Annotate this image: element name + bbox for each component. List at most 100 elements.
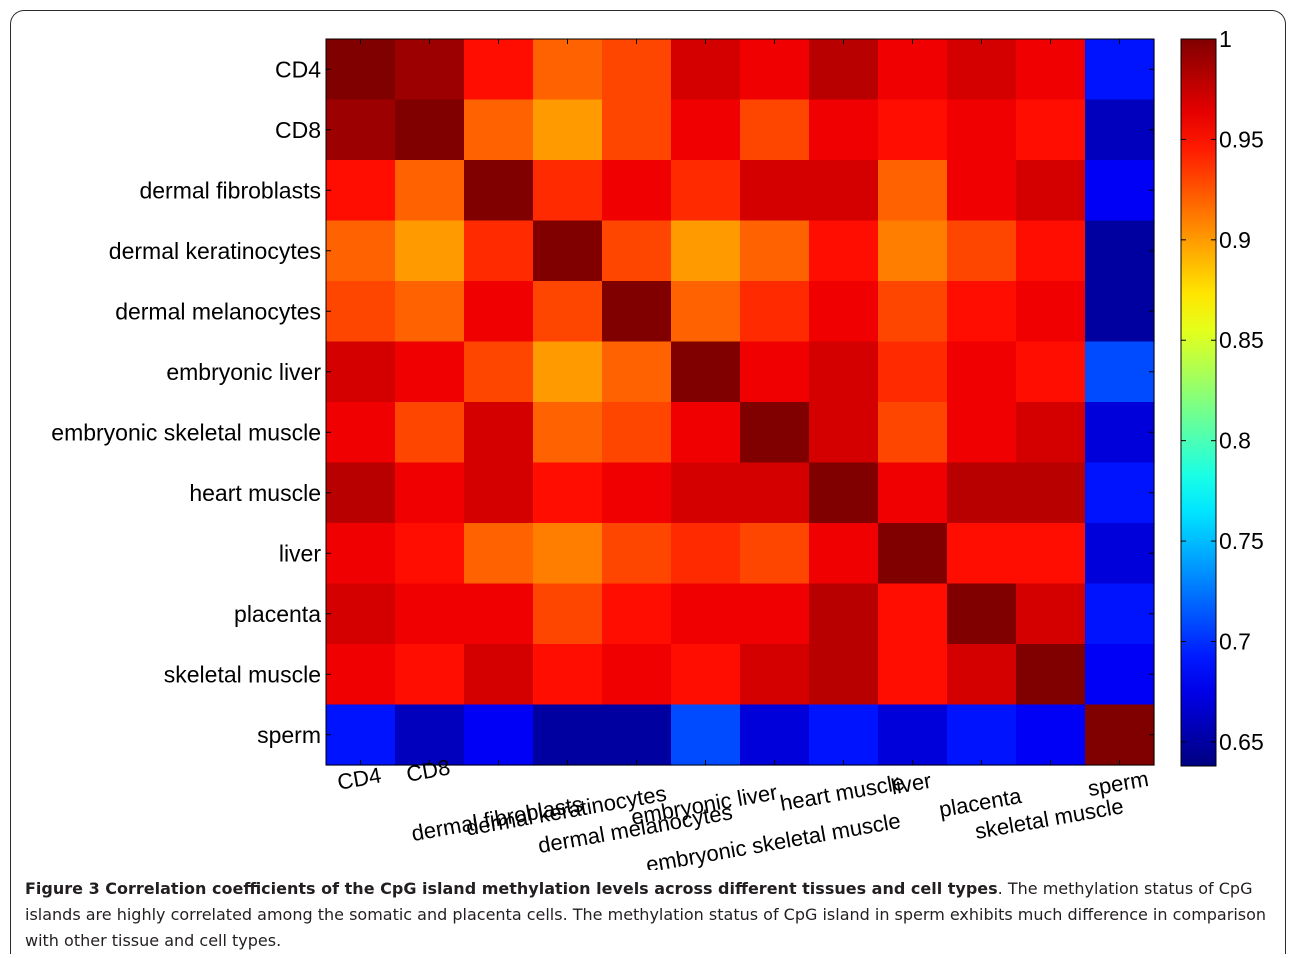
colorbar-tick-label: 0.85 [1219,327,1264,353]
heatmap-cell [947,704,1017,766]
heatmap-cell [464,160,534,222]
heatmap-cell [878,583,948,645]
heatmap-cell [464,402,534,464]
heatmap-cell [878,523,948,585]
heatmap-cell [602,523,672,585]
row-label: dermal keratinocytes [109,238,321,264]
heatmap-cell [809,220,879,282]
heatmap-cell [326,402,396,464]
heatmap-cell [533,160,603,222]
heatmap-cell [947,281,1017,343]
heatmap-cell [947,160,1017,222]
heatmap-cell [1016,39,1086,101]
heatmap-cell [326,99,396,161]
heatmap-cell [1016,341,1086,403]
heatmap-cell [1016,462,1086,524]
row-labels: CD4 CD8 dermal fibroblasts dermal keratinoc… [51,56,321,748]
heatmap-cell [740,644,810,706]
heatmap-cell [671,160,741,222]
heatmap-cell [809,523,879,585]
plot-border [325,38,1155,766]
colorbar-ticks: 1 0.95 0.9 0.85 0.8 0.75 0.7 0.65 [1181,26,1264,755]
heatmap-cell [1016,402,1086,464]
heatmap-cell [740,39,810,101]
heatmap-cell [602,583,672,645]
heatmap-cell [1016,281,1086,343]
heatmap-cell [809,281,879,343]
heatmap-cell [947,583,1017,645]
colorbar-tick-label: 0.9 [1219,227,1251,253]
row-label: placenta [234,601,321,627]
colorbar-tick-label: 0.95 [1219,126,1264,152]
heatmap-cell [878,704,948,766]
row-label: embryonic liver [166,359,321,385]
heatmap-cell [1085,281,1155,343]
heatmap-cell [671,341,741,403]
heatmap-cell [395,160,465,222]
heatmap-cell [809,160,879,222]
figure-frame [10,10,1286,954]
heatmap-cell [602,462,672,524]
heatmap-cell [878,99,948,161]
heatmap-cell [326,341,396,403]
heatmap-cell [671,462,741,524]
heatmap-cell [326,644,396,706]
row-label: heart muscle [189,480,321,506]
heatmap-cell [671,583,741,645]
heatmap-cell [671,39,741,101]
heatmap-cell [740,99,810,161]
heatmap-cell [878,39,948,101]
heatmap-cell [947,99,1017,161]
caption-text: . The methylation status of CpG islands … [25,879,1267,950]
heatmap-cell [1085,99,1155,161]
heatmap-cell [602,644,672,706]
heatmap-cell [1085,160,1155,222]
heatmap-cell [533,523,603,585]
heatmap-cell [395,402,465,464]
heatmap-cell [740,583,810,645]
heatmap-cell [326,220,396,282]
heatmap-cell [602,220,672,282]
row-label: CD8 [275,117,321,143]
heatmap-chart: CD4 CD8 dermal fibroblasts dermal keratinoc… [51,26,1264,870]
heatmap-cell [740,523,810,585]
heatmap-cell [464,462,534,524]
heatmap-cell [395,341,465,403]
heatmap-cell [740,704,810,766]
heatmap-cell [671,523,741,585]
heatmap-cell [947,462,1017,524]
column-label: sperm [1086,766,1151,801]
heatmap-cell [395,462,465,524]
colorbar-tick-label: 1 [1219,26,1232,52]
figure-caption: Figure 3 Correlation coefficients of the… [25,876,1280,954]
heatmap-cell [1085,704,1155,766]
heatmap-cell [878,462,948,524]
heatmap-cell [1085,402,1155,464]
row-label: dermal melanocytes [115,298,321,324]
heatmap-cell [326,704,396,766]
heatmap-cell [326,160,396,222]
heatmap-cell [395,99,465,161]
heatmap-cell [395,523,465,585]
heatmap-cell [740,281,810,343]
heatmap-cell [1085,523,1155,585]
heatmap-cell [1016,644,1086,706]
heatmap-cell [326,462,396,524]
heatmap-cell [1016,704,1086,766]
heatmap-cell [326,281,396,343]
row-label: sperm [257,722,321,748]
heatmap-cell [395,220,465,282]
heatmap-cell [671,281,741,343]
heatmap-cell [602,99,672,161]
heatmap-cell [533,644,603,706]
colorbar-tick-label: 0.8 [1219,428,1251,454]
heatmap-cell [1016,583,1086,645]
heatmap-cell [464,281,534,343]
heatmap-cell [1016,99,1086,161]
heatmap-cell [602,281,672,343]
heatmap-cell [395,644,465,706]
colorbar-tick-label: 0.75 [1219,528,1264,554]
heatmap-cell [533,462,603,524]
heatmap-cell [947,644,1017,706]
heatmap-cell [878,402,948,464]
